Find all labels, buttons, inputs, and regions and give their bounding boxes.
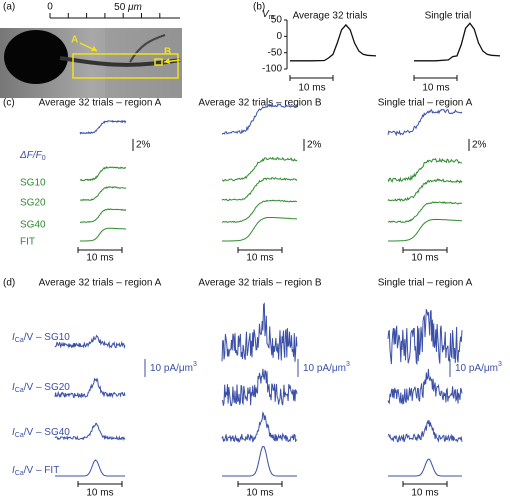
panel-label: (d): [3, 278, 15, 289]
amplitude-scale-label: 10 pA/μm3: [150, 361, 197, 374]
fluorescence-trace: [79, 119, 127, 135]
trace-label: FIT: [20, 237, 35, 248]
micrograph: [0, 28, 182, 98]
current-trace: [222, 446, 297, 477]
time-scale-label: 10 ms: [246, 253, 273, 264]
time-scale-label: 10 ms: [411, 253, 438, 264]
y-tick-label: -50: [268, 47, 283, 58]
y-tick-label: 0: [276, 31, 282, 42]
fluorescence-trace: [387, 178, 463, 202]
time-scale-label: 10 ms: [411, 488, 438, 499]
amplitude-scale-label: 2%: [136, 140, 151, 151]
fluorescence-trace: [387, 201, 463, 223]
time-scale-label: 10 ms: [86, 488, 113, 499]
region-label: B: [164, 47, 171, 58]
current-trace: [54, 422, 126, 442]
trace-title: Average 32 trials – region A: [39, 278, 162, 289]
fluorescence-trace: [80, 227, 126, 242]
trace-title: Single trial – region A: [378, 98, 473, 109]
amplitude-scale-label: 10 pA/μm3: [455, 361, 502, 374]
time-scale-label: 10 ms: [298, 83, 325, 94]
trace-label: SG20: [20, 198, 46, 209]
current-trace: [221, 302, 298, 362]
trace-label: ICa/V – SG20: [12, 382, 70, 394]
trace-title: Average 32 trials – region A: [39, 98, 162, 109]
current-trace: [388, 458, 462, 477]
panel-label: (a): [3, 2, 15, 13]
fluorescence-trace: [387, 109, 463, 137]
amplitude-scale-label: 2%: [307, 140, 322, 151]
fluorescence-trace: [80, 208, 127, 223]
fluorescence-trace: [221, 199, 298, 223]
fluorescence-trace: [221, 177, 298, 202]
current-trace: [221, 411, 298, 443]
current-trace: [387, 368, 463, 406]
fluorescence-trace: [387, 157, 463, 183]
fluorescence-trace: [388, 218, 463, 242]
y-tick-label: -100: [262, 64, 282, 75]
time-scale-label: 10 ms: [422, 83, 449, 94]
vm-trace: [290, 23, 377, 62]
y-axis-label: Vm: [262, 9, 275, 21]
trace-label: ICa/V – FIT: [12, 465, 59, 477]
scale-label: 50 μm: [114, 2, 142, 13]
fluorescence-trace: [221, 103, 298, 135]
y-tick-label: 50: [271, 15, 283, 26]
current-trace: [55, 459, 125, 477]
fluorescence-trace: [79, 186, 127, 201]
fluorescence-trace: [222, 217, 298, 242]
vm-trace: [414, 22, 501, 62]
trace-label: ΔF/F0: [19, 150, 46, 162]
panel-label: (c): [3, 98, 15, 109]
amplitude-scale-label: 10 pA/μm3: [303, 361, 350, 374]
trace-title: Single trial: [425, 11, 472, 22]
time-scale-label: 10 ms: [246, 488, 273, 499]
trace-title: Single trial – region A: [378, 278, 473, 289]
time-scale-label: 10 ms: [86, 253, 113, 264]
trace-title: Average 32 trials: [293, 11, 368, 22]
scale-label: 0: [47, 2, 53, 13]
current-trace: [387, 309, 463, 366]
current-trace: [387, 419, 463, 443]
trace-label: SG10: [20, 178, 46, 189]
current-trace: [54, 334, 126, 349]
fluorescence-trace: [79, 165, 127, 182]
trace-label: ICa/V – SG40: [12, 427, 70, 439]
trace-label: SG40: [20, 220, 46, 231]
fluorescence-trace: [221, 156, 298, 182]
region-label: A: [71, 35, 78, 46]
trace-title: Average 32 trials – region B: [198, 98, 322, 109]
current-trace: [54, 377, 126, 399]
trace-title: Average 32 trials – region B: [198, 278, 322, 289]
amplitude-scale-label: 2%: [472, 140, 487, 151]
panel-label: (b): [253, 2, 265, 13]
trace-label: ICa/V – SG10: [12, 332, 70, 344]
current-trace: [221, 368, 298, 407]
